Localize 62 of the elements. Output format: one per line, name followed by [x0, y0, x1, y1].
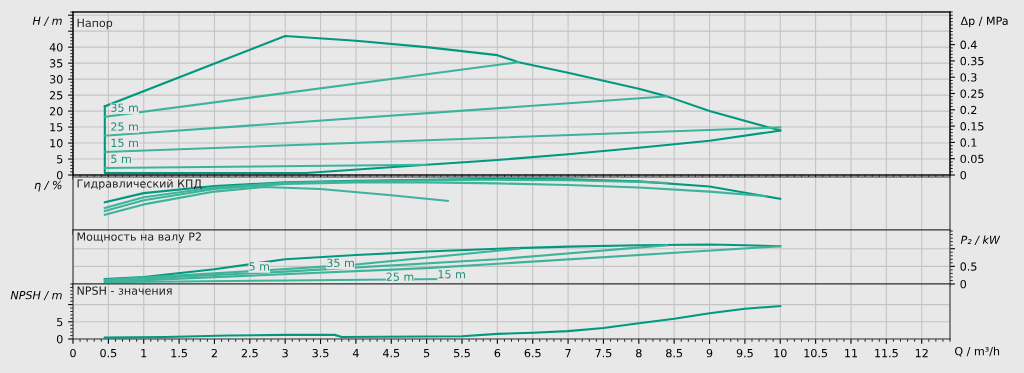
y-tick-label: 35 — [49, 59, 63, 68]
y2-tick-label: 0.1 — [960, 138, 977, 147]
y2-tick-label: 0.15 — [960, 122, 984, 131]
y2-tick-label: 0.05 — [960, 154, 984, 164]
x-tick-label: 3.5 — [312, 348, 329, 358]
annotation: 25 m — [111, 122, 138, 131]
y-tick-label: 0 — [56, 334, 63, 344]
x-tick-label: 0.5 — [100, 348, 117, 358]
x-tick-label: 2.5 — [241, 348, 258, 358]
x-tick-label: 6.5 — [524, 348, 541, 358]
y2-tick-label: 0.3 — [960, 73, 977, 82]
x-tick-label: 11.5 — [875, 349, 898, 358]
annotation: 35 m — [327, 258, 354, 268]
x-tick-label: 3 — [282, 348, 288, 358]
chart-title: Мощность на валу P2 — [77, 232, 201, 243]
x-tick-label: 8.5 — [666, 348, 683, 358]
y-tick-label: 15 — [50, 123, 63, 132]
x-tick-label: 1 — [141, 349, 147, 358]
y2-tick-label: 0.2 — [960, 105, 977, 115]
chart-title: Гидравлический КПД — [77, 179, 202, 190]
x-tick-label: 4.5 — [382, 349, 400, 358]
annotation: 35 m — [111, 103, 138, 112]
y2-tick-label: 0.35 — [960, 56, 984, 66]
x-tick-label: 10.5 — [804, 348, 828, 358]
x-tick-label: 12 — [915, 348, 928, 358]
y-tick-label: 30 — [49, 75, 63, 84]
annotation: 15 m — [111, 138, 138, 148]
annotation: 25 m — [386, 272, 414, 281]
y-axis-title: η / % — [34, 180, 62, 192]
x-tick-label: 5 — [423, 349, 430, 358]
x-tick-label: 7.5 — [595, 349, 612, 358]
x-tick-label: 7 — [565, 349, 571, 358]
x-tick-label: 5.5 — [454, 349, 470, 358]
x-tick-label: 1.5 — [171, 349, 187, 358]
y-axis-title: H / m — [32, 16, 62, 26]
x-tick-label: 2 — [211, 348, 217, 358]
y2-tick-label: 0.25 — [960, 89, 984, 98]
y-tick-label: 40 — [49, 43, 63, 52]
y-tick-label: 0 — [56, 170, 63, 180]
x-tick-label: 11 — [845, 349, 858, 358]
y-tick-label: 25 — [49, 91, 63, 100]
x-tick-label: 9 — [706, 348, 713, 358]
y2-tick-label: 0.4 — [960, 40, 977, 49]
x-tick-label: 0 — [70, 348, 76, 358]
x-tick-label: 6 — [494, 348, 501, 358]
y-tick-label: 5 — [57, 317, 63, 327]
y-axis-title: P₂ / kW — [960, 235, 1001, 245]
x-tick-label: 9.5 — [736, 348, 753, 358]
y-tick-label: 10 — [50, 139, 63, 148]
text: Напор — [77, 18, 113, 30]
y-tick-label: 20 — [49, 107, 63, 116]
x-tick-label: 4 — [352, 349, 359, 358]
x-tick-label: 8 — [636, 348, 642, 358]
chart-title: NPSH - значения — [77, 286, 172, 295]
y-tick-label: 5 — [57, 155, 63, 164]
y2-axis-title: Δp / MPa — [960, 16, 1008, 28]
annotation: 15 m — [438, 270, 465, 279]
x-tick-label: 10 — [774, 348, 787, 358]
annotation: 5 m — [249, 262, 270, 271]
annotation: 5 m — [111, 154, 131, 164]
x-axis-title: Q / m³/h — [955, 346, 1000, 357]
y-axis-title: NPSH / m — [10, 290, 62, 301]
